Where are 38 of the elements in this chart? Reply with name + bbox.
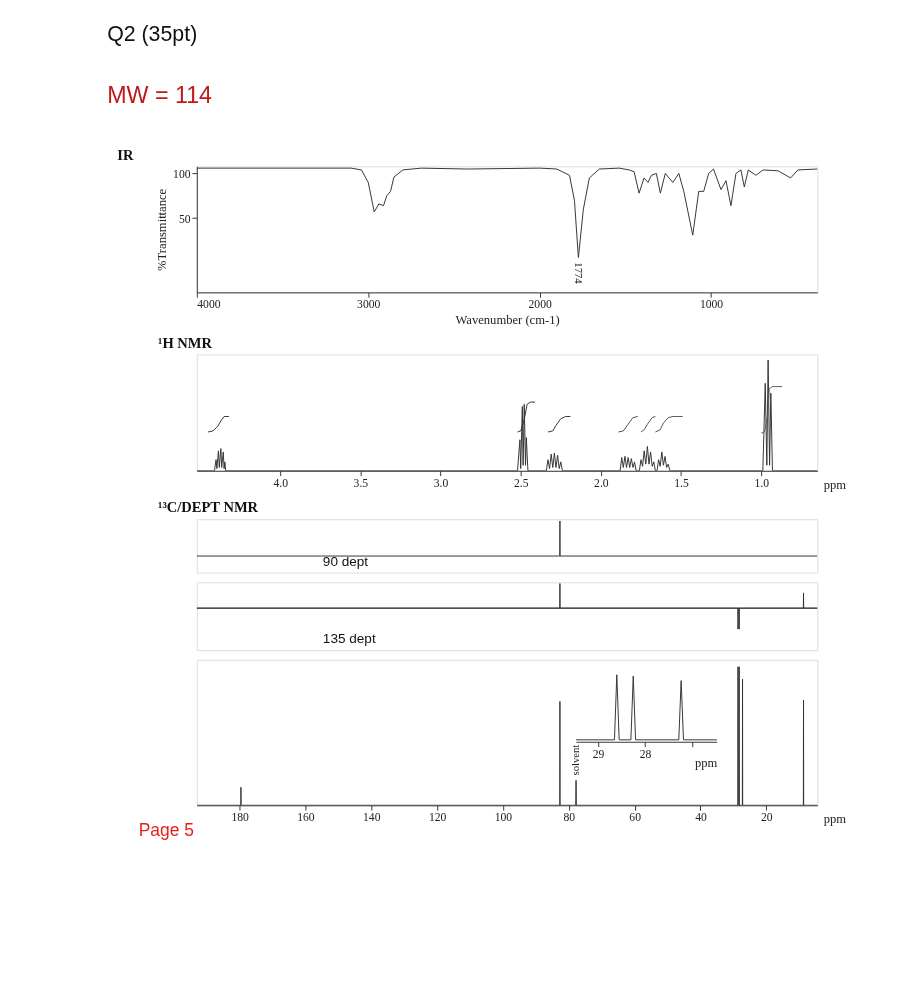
x-tick-label: 2.5 bbox=[513, 476, 529, 490]
x-tick-label: 100 bbox=[494, 811, 513, 825]
y-axis-title: %Transmittance bbox=[155, 188, 170, 271]
x-tick-label: 2000 bbox=[528, 298, 552, 312]
x-tick-label: 4000 bbox=[197, 298, 221, 312]
text: Page 5 bbox=[138, 820, 194, 841]
annotation: 1774 bbox=[573, 262, 585, 285]
x-axis-title: ppm bbox=[694, 756, 718, 771]
x-tick-label: 29 bbox=[592, 747, 605, 761]
x-tick-label: 2.0 bbox=[594, 476, 609, 490]
x-tick-label: 160 bbox=[297, 811, 315, 825]
x-tick-label: 3.5 bbox=[353, 476, 369, 490]
x-tick-label: 120 bbox=[428, 811, 447, 825]
x-tick-label: 60 bbox=[629, 811, 642, 825]
chart-title: ¹³C/DEPT NMR bbox=[158, 499, 259, 516]
y-tick-label: 50 bbox=[178, 212, 191, 226]
annotation: solvent bbox=[569, 744, 581, 776]
x-tick-label: 1.0 bbox=[754, 476, 770, 490]
x-tick-label: 1000 bbox=[699, 298, 724, 312]
text: Q2 (35pt) bbox=[107, 21, 198, 46]
chart-title: ¹H NMR bbox=[158, 334, 213, 351]
x-tick-label: 140 bbox=[363, 811, 381, 825]
x-axis-title: Wavenumber (cm-1) bbox=[455, 312, 560, 327]
x-tick-label: 20 bbox=[761, 811, 773, 825]
annotation: 90 dept bbox=[322, 553, 369, 569]
chart-title: IR bbox=[117, 146, 134, 163]
x-tick-label: 40 bbox=[695, 811, 707, 825]
x-axis-title: ppm bbox=[823, 477, 847, 492]
x-tick-label: 3.0 bbox=[433, 476, 449, 490]
x-tick-label: 180 bbox=[231, 811, 250, 825]
x-tick-label: 3000 bbox=[357, 298, 381, 312]
x-tick-label: 28 bbox=[639, 747, 652, 761]
x-tick-label: 1.5 bbox=[674, 476, 689, 490]
x-axis-title: ppm bbox=[823, 812, 847, 827]
x-tick-label: 80 bbox=[563, 811, 576, 825]
x-tick-label: 4.0 bbox=[273, 476, 289, 490]
text: MW = 114 bbox=[107, 81, 213, 108]
text: 135 dept bbox=[322, 631, 376, 647]
